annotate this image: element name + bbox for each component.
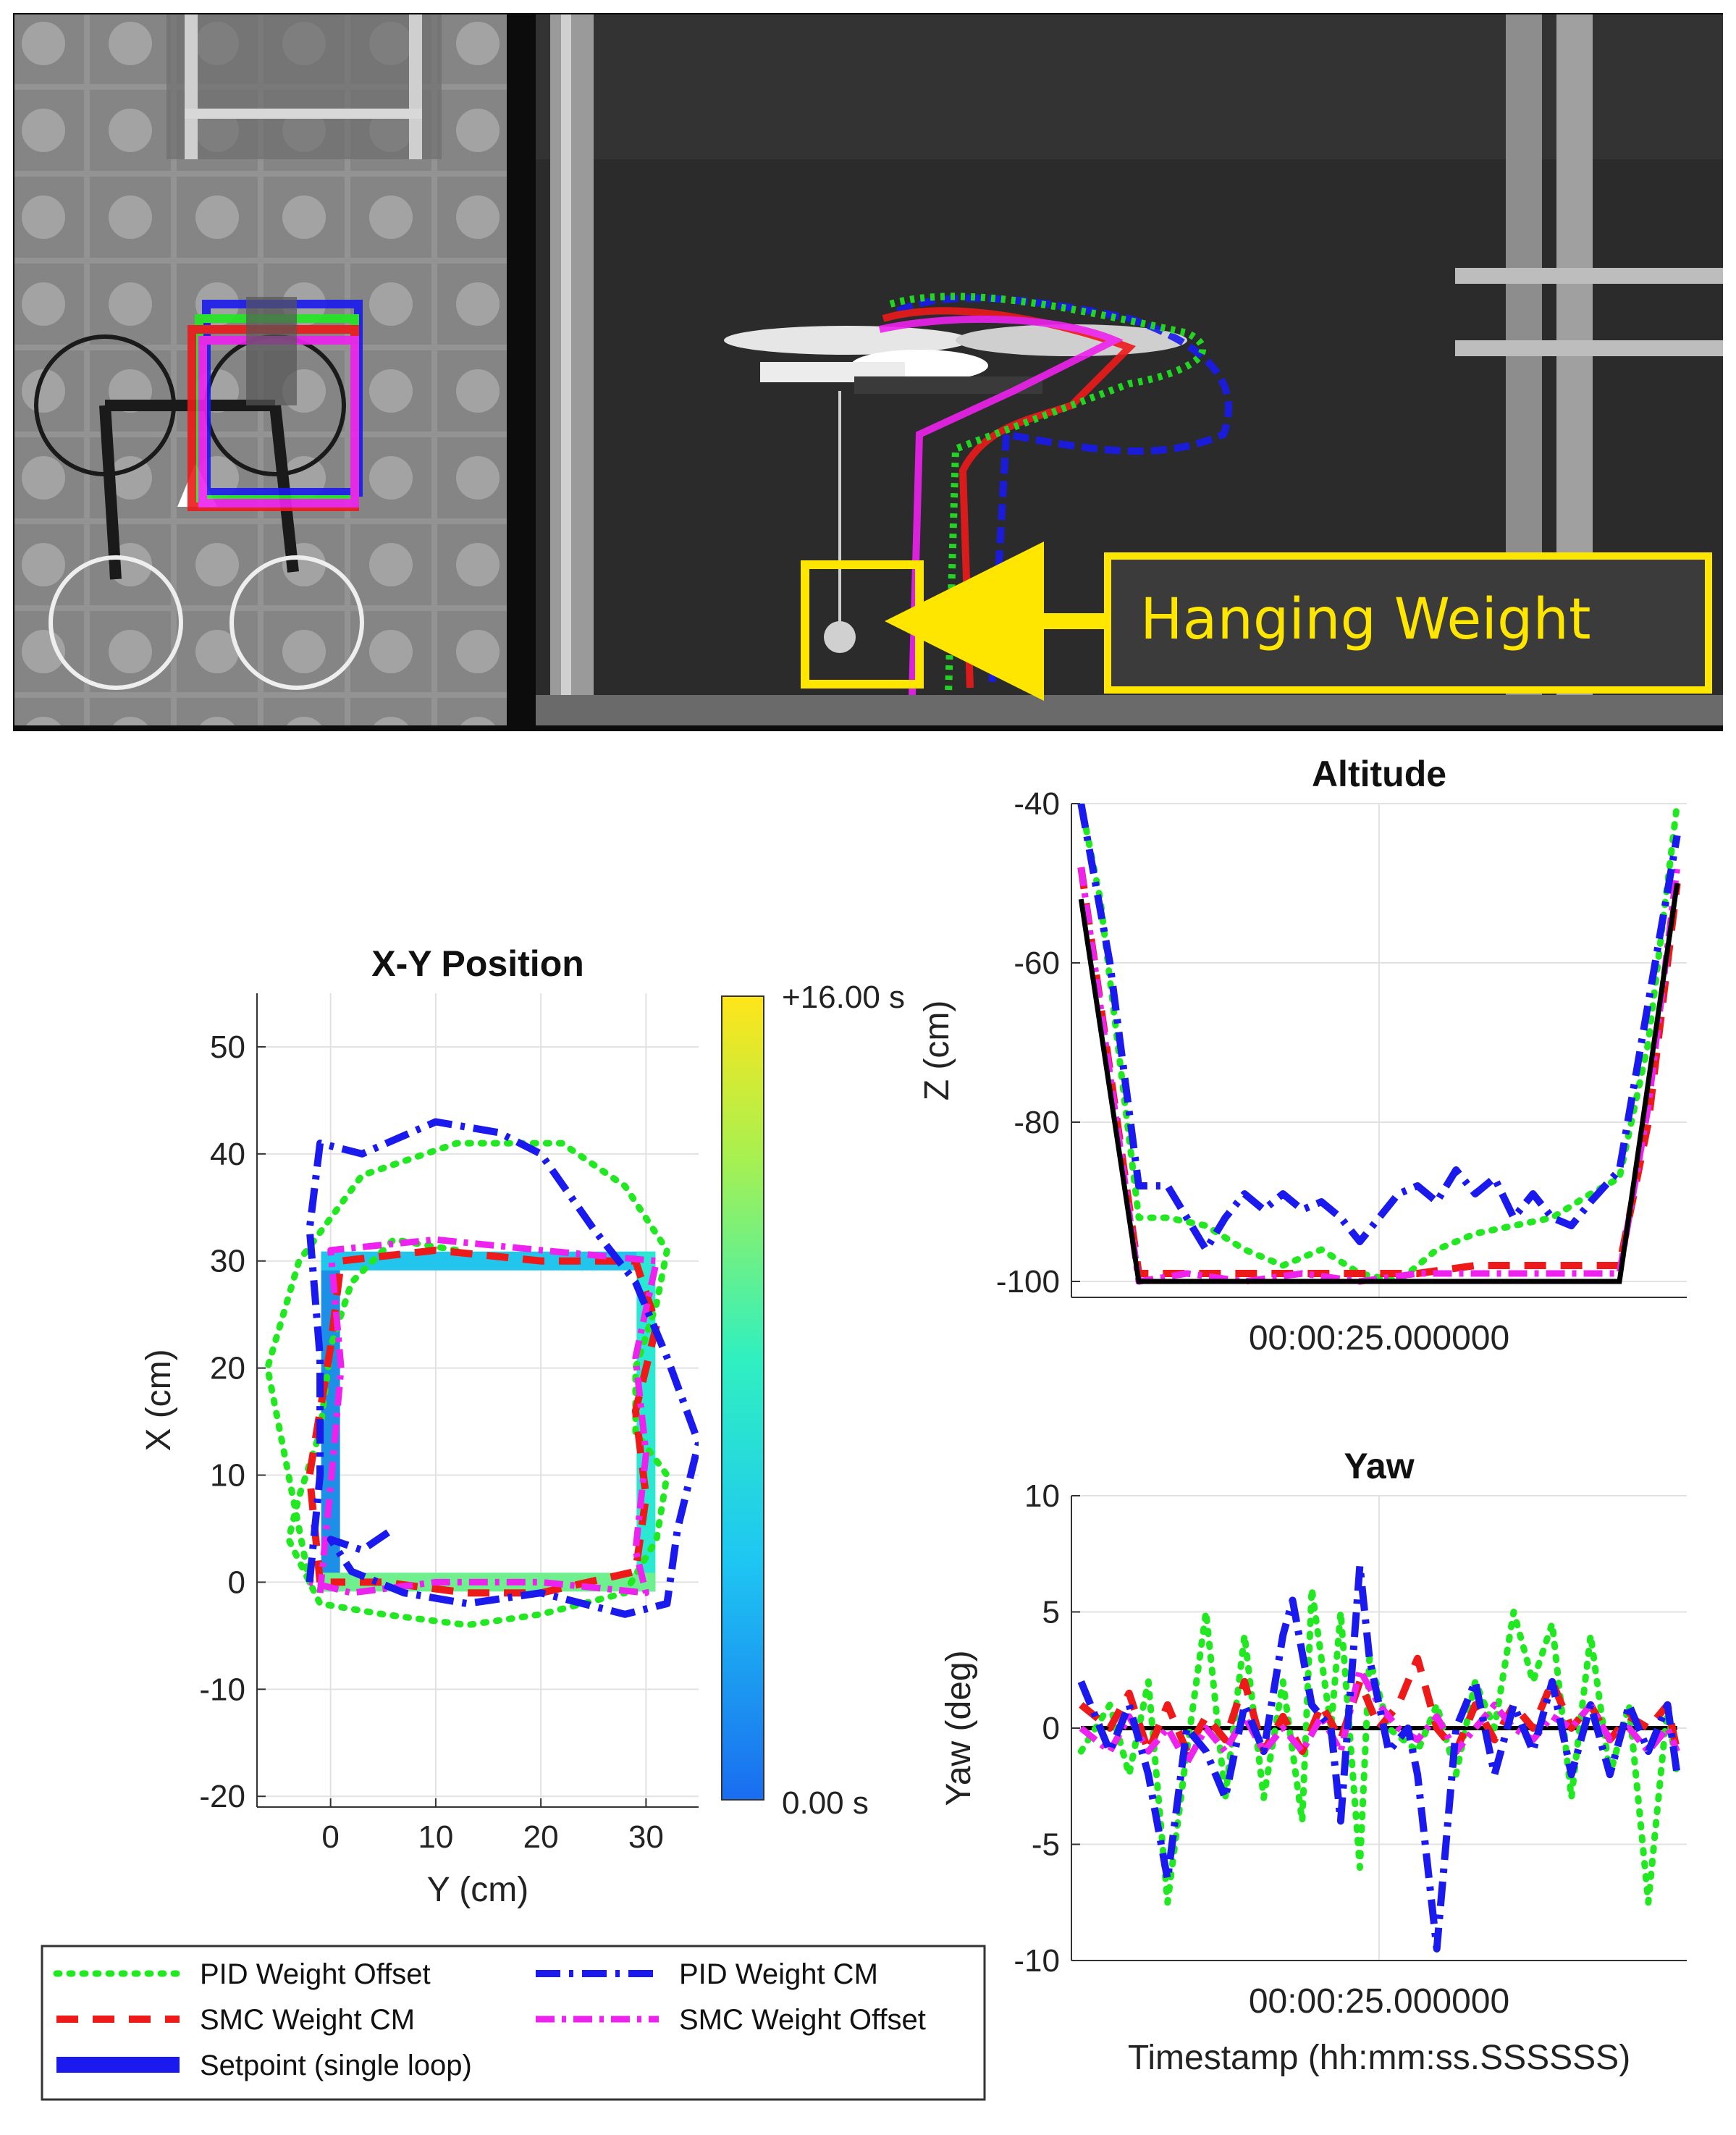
experiment-photos: Hanging Weight — [0, 0, 1736, 731]
yaw-ytick-label: 5 — [1042, 1595, 1060, 1630]
legend-label: SMC Weight Offset — [679, 2004, 926, 2036]
xy-xtick-label: 30 — [628, 1819, 664, 1855]
yaw-ytick-label: -5 — [1032, 1827, 1060, 1863]
top-view-photo — [14, 14, 507, 725]
altitude-chart: -100 -80 -60 -40 Altitude 00:00:25.000000 Z (c… — [918, 754, 1687, 1357]
yaw-series-pid-weight-offset — [1077, 1585, 1681, 1906]
alt-reference-line — [1078, 883, 1680, 1284]
xy-series-smc-weight-offset — [308, 1236, 660, 1596]
colorbar-min-label: 0.00 s — [782, 1785, 869, 1821]
xy-ytick-label: -20 — [199, 1779, 245, 1814]
alt-series-smc-weight-offset — [1077, 867, 1681, 1285]
xy-ytick-label: 30 — [210, 1244, 245, 1279]
legend: PID Weight Offset PID Weight CM SMC Weight… — [41, 1945, 986, 2101]
alt-ytick-label: -40 — [1014, 786, 1060, 822]
yaw-ytick-label: 0 — [1042, 1711, 1060, 1746]
alt-xtick-label: 00:00:25.000000 — [1249, 1319, 1509, 1357]
alt-series-pid-weight-cm — [1077, 804, 1681, 1253]
alt-ylabel: Z (cm) — [918, 1001, 956, 1101]
legend-label: SMC Weight CM — [200, 2004, 415, 2036]
xy-series-smc-weight-cm — [306, 1246, 660, 1597]
xy-ytick-label: 50 — [210, 1029, 245, 1065]
legend-label: Setpoint (single loop) — [200, 2050, 472, 2081]
legend-label: PID Weight CM — [679, 1958, 878, 1990]
yaw-ytick-label: 10 — [1024, 1478, 1060, 1514]
alt-ytick-label: -80 — [1014, 1105, 1060, 1140]
yaw-series-smc-weight-offset — [1079, 1667, 1680, 1766]
yaw-series-pid-weight-cm — [1077, 1562, 1681, 1953]
xy-xlabel: Y (cm) — [427, 1871, 528, 1909]
xy-series-pid-weight-cm — [306, 1118, 699, 1618]
legend-box — [41, 1945, 986, 2101]
yaw-xtick-label: 00:00:25.000000 — [1249, 1982, 1509, 2021]
xy-ytick-label: -10 — [199, 1672, 245, 1707]
alt-ytick-label: -100 — [996, 1264, 1060, 1300]
alt-series-pid-weight-offset — [1077, 804, 1681, 1285]
xy-title: X-Y Position — [371, 943, 584, 984]
xy-xtick-label: 0 — [321, 1819, 339, 1855]
yaw-chart: -10 -5 0 5 10 Yaw 00:00:25.000000 Timestamp (hh… — [940, 1446, 1687, 2077]
callout-label: Hanging Weight — [1140, 587, 1591, 652]
alt-series-smc-weight-cm — [1077, 867, 1681, 1277]
alt-title: Altitude — [1312, 754, 1446, 794]
xy-xtick-label: 10 — [418, 1819, 453, 1855]
yaw-timestamp-label: Timestamp (hh:mm:ss.SSSSSS) — [1128, 2039, 1630, 2077]
xy-ytick-label: 10 — [210, 1458, 245, 1494]
colorbar-max-label: +16.00 s — [782, 980, 905, 1015]
xy-ytick-label: 0 — [228, 1565, 245, 1600]
alt-ytick-label: -60 — [1014, 946, 1060, 981]
hanging-weight-callout: Hanging Weight — [885, 542, 1712, 701]
xy-ytick-label: 40 — [210, 1137, 245, 1172]
legend-label: PID Weight Offset — [200, 1958, 431, 1990]
colorbar — [721, 995, 764, 1801]
xy-ytick-label: 20 — [210, 1351, 245, 1386]
xy-xtick-label: 20 — [523, 1819, 559, 1855]
xy-ylabel: X (cm) — [140, 1349, 178, 1451]
yaw-ylabel: Yaw (deg) — [940, 1650, 978, 1806]
xy-position-chart: -20 -10 0 10 20 30 40 50 0 10 20 30 X-Y Position Y (c… — [140, 943, 905, 1909]
yaw-title: Yaw — [1344, 1446, 1414, 1486]
yaw-ytick-label: -10 — [1014, 1943, 1060, 1979]
